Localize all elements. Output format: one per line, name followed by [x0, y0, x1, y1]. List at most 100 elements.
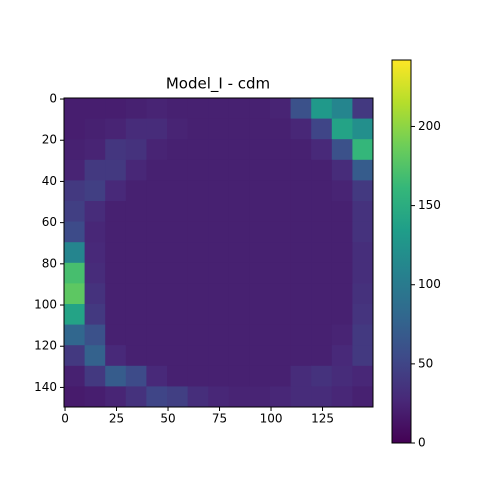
heat-cell [146, 304, 168, 326]
heat-cell [270, 98, 292, 120]
heat-cell [270, 139, 292, 161]
heat-cell [146, 201, 168, 223]
heat-cell [249, 304, 271, 326]
heat-cell [146, 118, 168, 140]
heat-cell [64, 262, 86, 284]
x-tick-label: 125 [311, 412, 334, 426]
x-tick-label: 0 [61, 412, 69, 426]
heat-cell [146, 324, 168, 346]
heat-cell [84, 365, 106, 387]
heat-cell [311, 221, 333, 243]
heat-cell [290, 386, 312, 408]
heat-cell [208, 283, 230, 305]
heat-cell [187, 159, 209, 181]
heat-cell [331, 201, 353, 223]
plot-frame [63, 97, 374, 408]
heat-cell [187, 98, 209, 120]
heat-cell [64, 242, 86, 264]
heat-cell [270, 262, 292, 284]
heat-cell [167, 180, 189, 202]
heat-cell [331, 180, 353, 202]
heat-cell [146, 283, 168, 305]
heat-cell [64, 180, 86, 202]
heat-cell [228, 118, 250, 140]
heat-cell [187, 345, 209, 367]
heat-cell [167, 221, 189, 243]
heat-cell [105, 201, 127, 223]
heat-cell [290, 221, 312, 243]
heat-cell [311, 386, 333, 408]
heat-cell [64, 159, 86, 181]
heat-cell [352, 180, 374, 202]
heat-cell [249, 324, 271, 346]
heat-cell [64, 365, 86, 387]
heat-cell [352, 221, 374, 243]
heat-cell [125, 262, 147, 284]
y-tick-label: 20 [42, 133, 57, 147]
heat-cell [146, 180, 168, 202]
heat-cell [208, 180, 230, 202]
heat-cell [270, 242, 292, 264]
heat-cell [187, 283, 209, 305]
heat-cell [84, 386, 106, 408]
heat-cell [311, 180, 333, 202]
heat-cell [167, 242, 189, 264]
heat-cell [64, 118, 86, 140]
heat-cell [125, 139, 147, 161]
heat-cell [208, 221, 230, 243]
heat-cell [270, 283, 292, 305]
heat-cell [290, 242, 312, 264]
heat-cell [187, 324, 209, 346]
heat-cell [290, 262, 312, 284]
heat-cell [249, 262, 271, 284]
heat-cell [311, 159, 333, 181]
heat-cell [290, 324, 312, 346]
heat-cell [187, 118, 209, 140]
heat-cell [352, 242, 374, 264]
heat-cell [167, 201, 189, 223]
heat-cell [208, 159, 230, 181]
y-tick-label: 100 [34, 298, 57, 312]
heat-cell [249, 139, 271, 161]
heat-cell [249, 386, 271, 408]
heat-cell [352, 386, 374, 408]
x-tick-label: 25 [109, 412, 124, 426]
chart-title: Model_I - cdm [166, 75, 270, 94]
heat-cell [64, 324, 86, 346]
heat-cell [249, 221, 271, 243]
heat-cell [249, 201, 271, 223]
heat-cell [249, 118, 271, 140]
heat-cell [228, 242, 250, 264]
heat-cell [352, 345, 374, 367]
heat-cell [290, 345, 312, 367]
heat-cell [64, 304, 86, 326]
colorbar-tick-label: 150 [418, 198, 441, 212]
heat-cell [167, 159, 189, 181]
heat-cell [352, 118, 374, 140]
heat-cell [187, 221, 209, 243]
y-tick-label: 140 [34, 380, 57, 394]
heat-cell [208, 262, 230, 284]
heat-cell [125, 304, 147, 326]
heat-cell [187, 242, 209, 264]
heat-cell [208, 98, 230, 120]
heat-cell [167, 345, 189, 367]
heat-cell [105, 118, 127, 140]
heat-cell [208, 201, 230, 223]
heat-cell [167, 98, 189, 120]
heat-cell [352, 159, 374, 181]
heat-cell [331, 98, 353, 120]
heat-cell [228, 324, 250, 346]
heat-cell [84, 180, 106, 202]
heat-cell [249, 159, 271, 181]
heat-cell [352, 262, 374, 284]
heat-cell [105, 345, 127, 367]
heat-cell [331, 345, 353, 367]
heat-cell [146, 242, 168, 264]
y-tick-label: 0 [49, 92, 57, 106]
heat-cell [84, 221, 106, 243]
heat-cell [146, 159, 168, 181]
heat-cell [208, 139, 230, 161]
heat-cell [125, 221, 147, 243]
